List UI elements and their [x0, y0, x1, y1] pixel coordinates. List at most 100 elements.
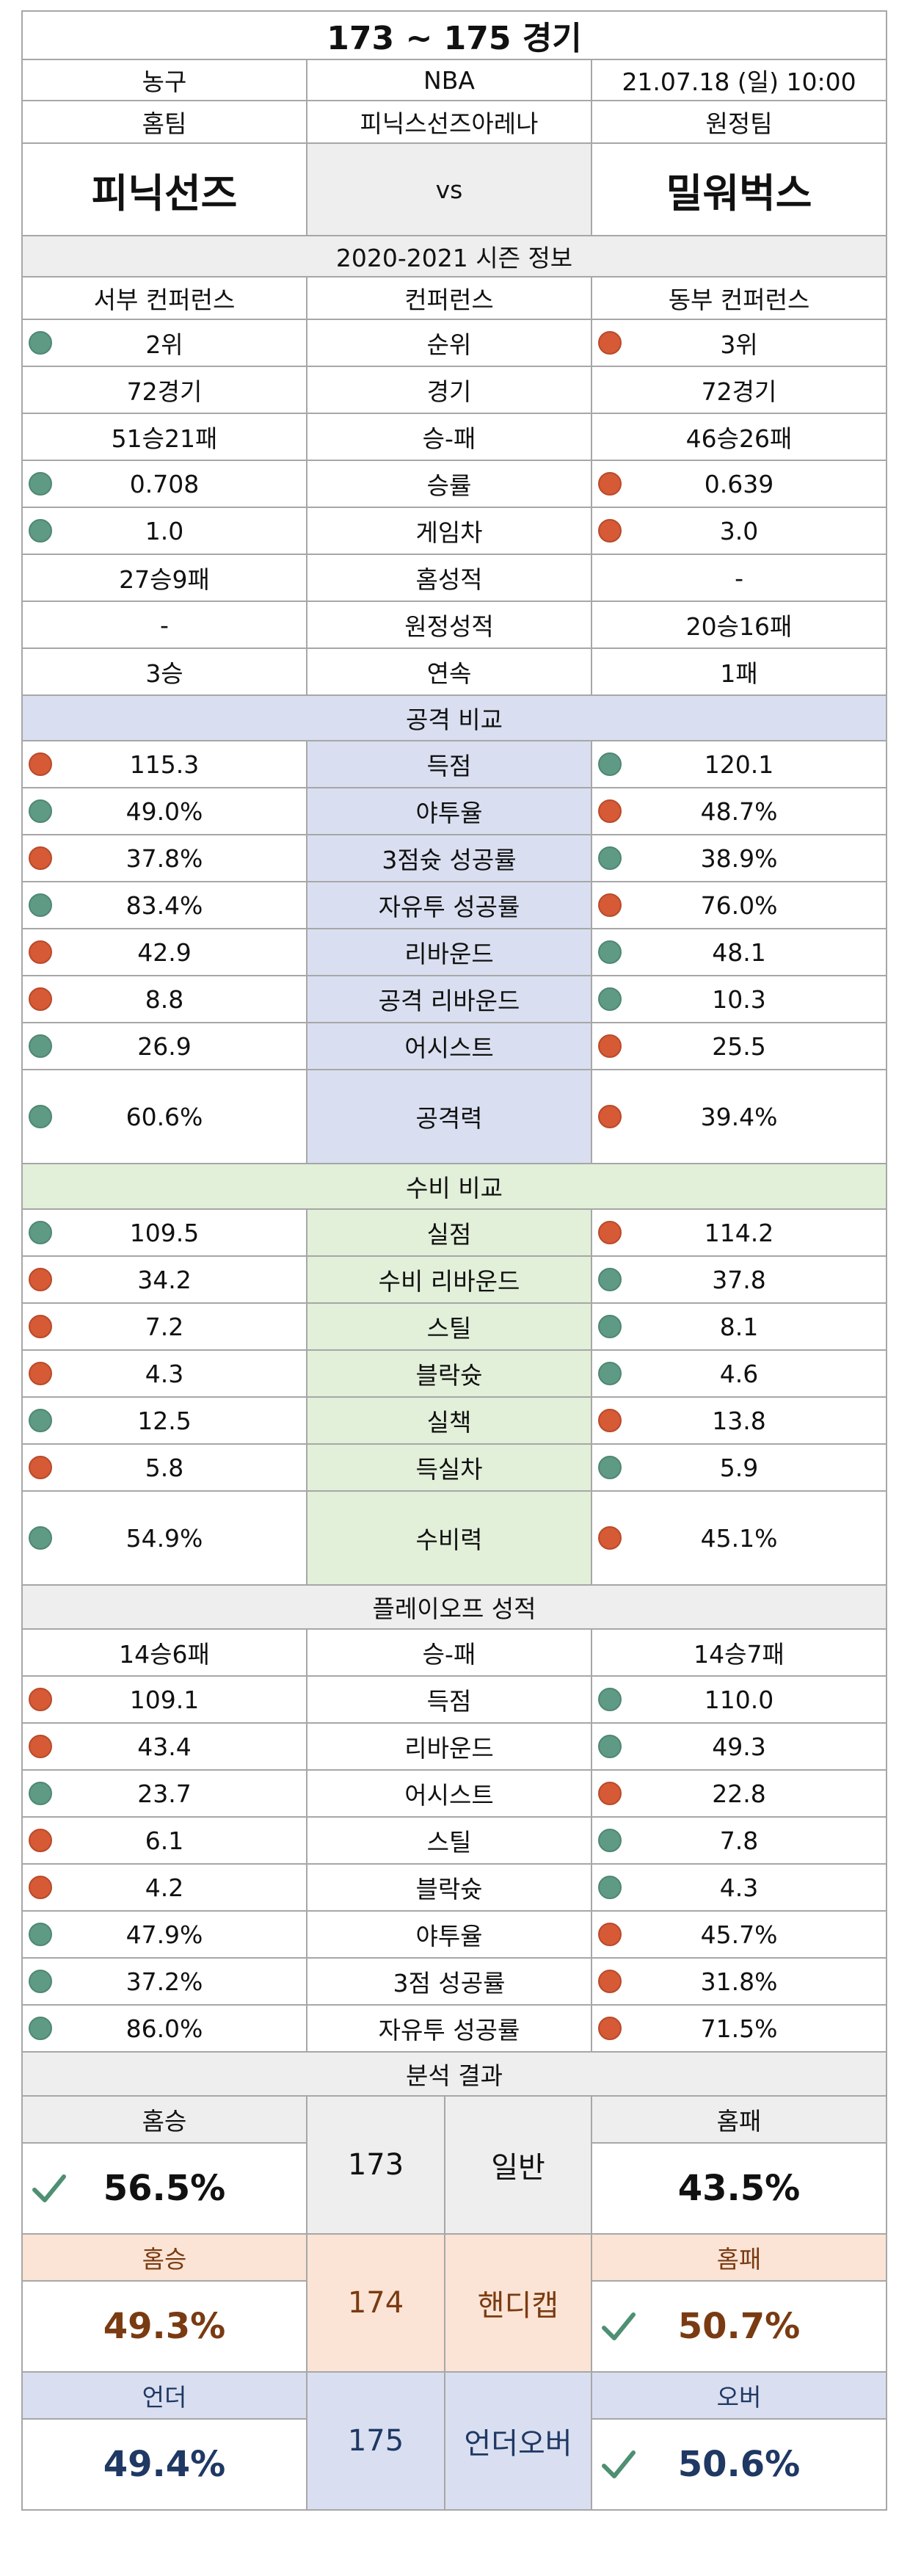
right-pick-value: 50.6% [590, 2418, 888, 2511]
section-header: 공격 비교 [21, 694, 888, 741]
left-pick-header-text: 언더 [142, 2383, 187, 2412]
home-value-text: 8.8 [145, 984, 184, 1014]
stat-label-text: 3점슛 성공률 [382, 846, 517, 874]
right-pick-value-text: 50.7% [677, 2306, 801, 2347]
home-playoff-record: 14승6패 [21, 1628, 307, 1677]
stat-label-text: 스틸 [426, 1314, 472, 1343]
red-dot-icon [29, 752, 52, 776]
red-dot-icon [598, 519, 622, 543]
bet-type-text: 언더오버 [464, 2427, 572, 2461]
green-dot-icon [598, 1829, 622, 1852]
home-value-text: 4.2 [145, 1873, 184, 1902]
stat-label: 리바운드 [306, 1722, 592, 1771]
away-value: 20승16패 [590, 601, 888, 649]
section-header: 플레이오프 성적 [21, 1584, 888, 1630]
bet-number: 174 [306, 2233, 445, 2373]
home-value: 37.2% [21, 1957, 307, 2006]
stat-label-text: 블락슛 [415, 1361, 483, 1390]
stat-label-text: 승률 [426, 471, 472, 500]
away-value: 5.9 [590, 1443, 888, 1492]
home-value: 86.0% [21, 2004, 307, 2053]
away-value: 71.5% [590, 2004, 888, 2053]
stat-label-text: 야투율 [415, 799, 483, 827]
away-value: 0.639 [590, 460, 888, 508]
home-value-text: 86.0% [125, 2014, 203, 2043]
away-value: 46승26패 [590, 413, 888, 461]
stat-label-text: 3점 성공률 [393, 1969, 506, 1998]
home-playoff-record-text: 14승6패 [119, 1640, 210, 1669]
green-dot-icon [29, 1105, 52, 1128]
stat-label: 스틸 [306, 1302, 592, 1351]
left-pick-header: 언더 [21, 2371, 307, 2420]
stat-label: 득점 [306, 1675, 592, 1724]
stat-label-text: 순위 [426, 330, 472, 359]
away-value: 22.8 [590, 1769, 888, 1818]
red-dot-icon [29, 987, 52, 1011]
section-header: 2020-2021 시즌 정보 [21, 235, 888, 277]
green-dot-icon [29, 519, 52, 543]
stat-label: 자유투 성공률 [306, 881, 592, 929]
away-value-text: 1패 [720, 659, 758, 688]
away-value: 3.0 [590, 507, 888, 555]
home-value: 109.5 [21, 1208, 307, 1257]
stat-label: 승률 [306, 460, 592, 508]
stat-label-text: 자유투 성공률 [378, 893, 520, 921]
away-value-text: 120.1 [704, 750, 774, 779]
home-label: 홈팀 [21, 100, 307, 144]
home-value-text: 0.708 [129, 469, 200, 498]
section-header-text: 2020-2021 시즌 정보 [335, 244, 573, 272]
away-value-text: 3.0 [719, 516, 759, 545]
red-dot-icon [598, 472, 622, 496]
away-value-text: 13.8 [712, 1406, 766, 1435]
red-dot-icon [598, 2017, 622, 2040]
home-value-text: 72경기 [126, 377, 203, 406]
red-dot-icon [598, 893, 622, 917]
away-playoff-record-text: 14승7패 [694, 1640, 785, 1669]
defense-total-label: 수비력 [306, 1490, 592, 1586]
stat-label: 실책 [306, 1396, 592, 1445]
home-value-text: 49.0% [125, 797, 203, 826]
stat-label-text: 득점 [426, 1687, 472, 1716]
home-value: 3승 [21, 647, 307, 696]
home-value-text: 4.3 [145, 1359, 184, 1388]
home-value: 83.4% [21, 881, 307, 929]
stat-label: 수비 리바운드 [306, 1255, 592, 1304]
away-value: 120.1 [590, 740, 888, 788]
stat-label-text: 공격 리바운드 [378, 987, 520, 1015]
stat-label-text: 승-패 [422, 424, 476, 453]
stat-label-text: 자유투 성공률 [378, 2016, 520, 2045]
home-value: - [21, 601, 307, 649]
away-defense-total: 45.1% [590, 1490, 888, 1586]
right-pick-value-text: 43.5% [677, 2168, 801, 2209]
green-dot-icon [29, 1526, 52, 1550]
stat-label: 블락슛 [306, 1349, 592, 1398]
home-value: 2위 [21, 319, 307, 367]
stat-label: 어시스트 [306, 1769, 592, 1818]
right-pick-value-text: 50.6% [677, 2444, 801, 2485]
home-value-text: 5.8 [145, 1453, 184, 1482]
stat-label: 3점슛 성공률 [306, 834, 592, 882]
home-value: 4.3 [21, 1349, 307, 1398]
home-value-text: 3승 [145, 659, 183, 688]
home-value-text: 47.9% [125, 1920, 203, 1949]
away-value-text: 49.3 [712, 1732, 766, 1761]
away-value-text: 48.7% [700, 797, 778, 826]
away-defense-total-text: 45.1% [700, 1523, 778, 1553]
red-dot-icon [598, 1782, 622, 1805]
stat-label-text: 블락슛 [415, 1875, 483, 1904]
home-value: 109.1 [21, 1675, 307, 1724]
stat-label: 득실차 [306, 1443, 592, 1492]
green-dot-icon [29, 799, 52, 823]
home-value-text: 42.9 [137, 937, 192, 967]
away-value: 31.8% [590, 1957, 888, 2006]
page-title: 173 ~ 175 경기 [21, 10, 888, 60]
red-dot-icon [598, 1105, 622, 1128]
home-value: 51승21패 [21, 413, 307, 461]
home-value: 43.4 [21, 1722, 307, 1771]
green-dot-icon [598, 1688, 622, 1711]
home-value: 49.0% [21, 787, 307, 835]
away-value-text: 10.3 [712, 984, 766, 1014]
stat-label: 컨퍼런스 [306, 276, 592, 320]
home-value-text: 109.5 [129, 1218, 200, 1247]
home-value-text: 51승21패 [111, 424, 218, 453]
